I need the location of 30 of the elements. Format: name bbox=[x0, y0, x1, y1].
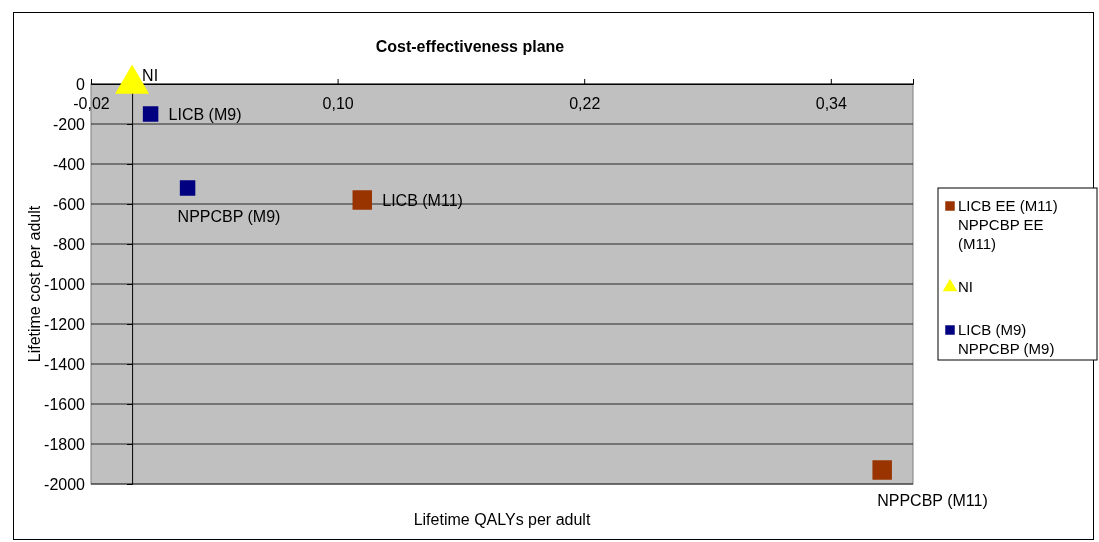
x-tick-label: 0,22 bbox=[569, 95, 601, 113]
point bbox=[872, 460, 892, 480]
y-tick-label: 0 bbox=[76, 75, 86, 93]
annotation: NPPCBP (M11) bbox=[877, 491, 988, 509]
legend-label: LICB EE (M11) NPPCBP EE (M11) bbox=[958, 197, 1058, 253]
y-axis-title: Lifetime cost per adult bbox=[26, 205, 43, 363]
annotation: LICB (M11) bbox=[382, 191, 463, 209]
y-tick-label: -1800 bbox=[44, 435, 86, 453]
x-tick-label: -0,02 bbox=[73, 95, 110, 113]
annotation: NPPCBP (M9) bbox=[177, 207, 281, 225]
y-tick-label: -400 bbox=[52, 155, 86, 173]
y-tick-label: -1600 bbox=[44, 395, 86, 413]
legend-label: LICB (M9) NPPCBP (M9) bbox=[958, 321, 1055, 358]
x-tick-label: 0,10 bbox=[322, 95, 354, 113]
y-tick-label: -1000 bbox=[44, 275, 86, 293]
point bbox=[142, 106, 159, 122]
chart-title: Cost-effectiveness plane bbox=[375, 38, 565, 55]
x-axis-title: Lifetime QALYs per adult bbox=[413, 511, 591, 528]
y-tick-label: -200 bbox=[52, 115, 86, 133]
annotation: NI bbox=[142, 66, 159, 84]
point bbox=[352, 190, 373, 210]
point bbox=[179, 180, 196, 196]
legend-label: NI bbox=[958, 278, 973, 296]
y-tick-label: -800 bbox=[52, 235, 86, 253]
y-tick-label: -2000 bbox=[44, 475, 86, 493]
annotation: LICB (M9) bbox=[168, 105, 242, 123]
y-tick-label: -1200 bbox=[44, 315, 86, 333]
y-tick-label: -600 bbox=[52, 195, 86, 213]
x-tick-label: 0,34 bbox=[815, 95, 847, 113]
y-tick-label: -1400 bbox=[44, 355, 86, 373]
